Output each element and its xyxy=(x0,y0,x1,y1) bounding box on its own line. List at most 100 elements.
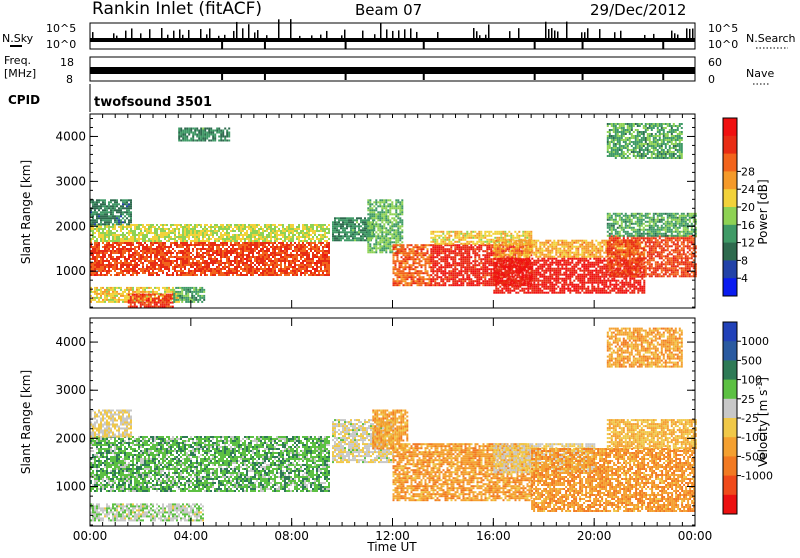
power-cell xyxy=(482,262,484,264)
power-cell xyxy=(316,236,318,238)
power-cell xyxy=(186,226,188,228)
power-cell xyxy=(168,240,170,242)
power-cell xyxy=(124,201,126,203)
power-cell xyxy=(389,245,391,247)
power-cell xyxy=(222,246,224,248)
power-cell xyxy=(200,224,202,226)
power-cell xyxy=(379,241,381,243)
power-cell xyxy=(264,226,266,228)
power-cell xyxy=(490,282,492,284)
power-cell xyxy=(470,244,472,246)
power-cell xyxy=(476,248,478,250)
power-cell xyxy=(292,228,294,230)
power-cell xyxy=(168,258,170,260)
power-cell xyxy=(322,260,324,262)
power-cell xyxy=(328,230,330,232)
power-cell xyxy=(204,268,206,270)
power-cell xyxy=(381,213,383,215)
power-cell xyxy=(138,234,140,236)
power-cell xyxy=(399,280,401,282)
power-cell xyxy=(116,244,118,246)
power-cell xyxy=(403,244,405,246)
power-cell xyxy=(354,223,356,225)
power-cell xyxy=(452,270,454,272)
power-cell xyxy=(427,262,429,264)
power-cell xyxy=(226,230,228,232)
power-cell xyxy=(381,237,383,239)
power-cell xyxy=(128,262,130,264)
power-cell xyxy=(134,250,136,252)
power-cell xyxy=(116,234,118,236)
power-cell xyxy=(369,225,371,227)
power-cell xyxy=(164,246,166,248)
power-cell xyxy=(320,266,322,268)
power-cell xyxy=(324,230,326,232)
power-cell xyxy=(92,248,94,250)
power-cell xyxy=(484,254,486,256)
power-cell xyxy=(260,274,262,276)
power-cell xyxy=(120,242,122,244)
power-cell xyxy=(142,294,144,296)
power-cell xyxy=(180,234,182,236)
power-cell xyxy=(430,250,432,252)
power-cell xyxy=(452,260,454,262)
power-cell xyxy=(444,278,446,280)
power-cell xyxy=(484,256,486,258)
power-cell xyxy=(371,247,373,249)
power-cell xyxy=(200,256,202,258)
power-cell xyxy=(124,215,126,217)
power-cell xyxy=(128,294,130,296)
power-cell xyxy=(397,260,399,262)
power-cell xyxy=(385,227,387,229)
power-cell xyxy=(94,262,96,264)
power-cell xyxy=(140,296,142,298)
power-cell xyxy=(282,258,284,260)
power-cell xyxy=(226,238,228,240)
power-cell xyxy=(306,242,308,244)
power-cell xyxy=(464,278,466,280)
power-cell xyxy=(252,266,254,268)
power-cell xyxy=(284,228,286,230)
power-cell xyxy=(486,248,488,250)
power-cell xyxy=(126,270,128,272)
power-cell xyxy=(387,199,389,201)
power-cell xyxy=(316,248,318,250)
power-cell xyxy=(444,258,446,260)
power-cell xyxy=(407,260,409,262)
power-cell xyxy=(350,223,352,225)
power-cell xyxy=(442,270,444,272)
power-cell xyxy=(296,236,298,238)
power-cell xyxy=(100,297,102,299)
power-cell xyxy=(195,289,197,291)
power-cell xyxy=(182,250,184,252)
power-cell xyxy=(118,221,120,223)
power-cell xyxy=(104,250,106,252)
power-cell xyxy=(172,274,174,276)
power-cell xyxy=(194,244,196,246)
power-cell xyxy=(162,244,164,246)
power-cell xyxy=(425,262,427,264)
power-cell xyxy=(100,301,102,303)
power-cell xyxy=(276,248,278,250)
power-cell xyxy=(413,258,415,260)
power-cell xyxy=(306,252,308,254)
power-cell xyxy=(399,266,401,268)
power-cell xyxy=(186,228,188,230)
power-cell xyxy=(292,240,294,242)
nsky-bar xyxy=(254,32,256,38)
power-cell xyxy=(96,256,98,258)
power-cell xyxy=(336,231,338,233)
power-cell xyxy=(192,226,194,228)
power-cell xyxy=(312,256,314,258)
power-cell xyxy=(324,236,326,238)
power-cell xyxy=(92,291,94,293)
power-cell xyxy=(226,248,228,250)
power-cell xyxy=(244,266,246,268)
power-cell xyxy=(430,266,432,268)
power-cell xyxy=(148,238,150,240)
power-cell xyxy=(118,240,120,242)
power-cell xyxy=(383,241,385,243)
power-cell xyxy=(362,227,364,229)
power-cell xyxy=(379,243,381,245)
power-cell xyxy=(348,237,350,239)
